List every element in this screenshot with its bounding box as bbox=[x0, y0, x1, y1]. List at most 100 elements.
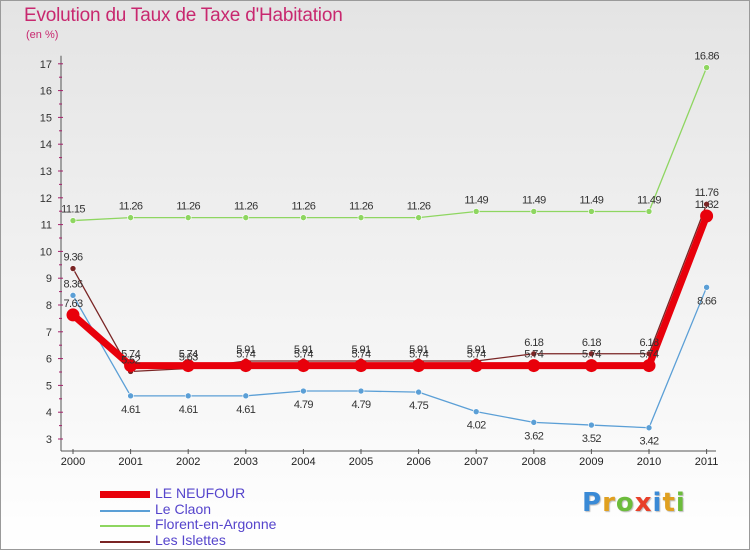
series-point-2 bbox=[242, 214, 250, 221]
data-label-2: 11.26 bbox=[176, 201, 200, 213]
series-point-0 bbox=[700, 209, 714, 223]
y-tick-label: 12 bbox=[40, 193, 52, 205]
series-point-0 bbox=[642, 359, 656, 373]
data-label-2: 11.26 bbox=[292, 201, 316, 213]
y-tick-label: 15 bbox=[40, 112, 52, 124]
data-label-0: 5.74 bbox=[582, 349, 601, 361]
y-tick-label: 7 bbox=[46, 327, 52, 339]
y-tick-label: 14 bbox=[40, 139, 52, 151]
data-label-3: 5.91 bbox=[409, 344, 428, 356]
data-label-2: 11.49 bbox=[522, 194, 546, 206]
data-label-0: 5.74 bbox=[639, 349, 658, 361]
legend-item-le-neufour: LE NEUFOUR bbox=[100, 485, 360, 502]
data-label-2: 16.86 bbox=[694, 51, 719, 63]
x-tick-label: 2004 bbox=[291, 456, 315, 468]
data-label-2: 11.26 bbox=[119, 201, 143, 213]
series-point-2 bbox=[184, 214, 192, 221]
series-point-2 bbox=[703, 64, 710, 71]
series-point-1 bbox=[69, 292, 77, 299]
data-label-0: 7.63 bbox=[63, 298, 82, 310]
y-tick-label: 5 bbox=[46, 380, 52, 392]
legend-swatch-le-claon bbox=[100, 510, 150, 512]
data-label-1: 3.52 bbox=[582, 433, 601, 445]
series-point-0 bbox=[527, 359, 541, 373]
data-label-1: 4.79 bbox=[294, 399, 313, 411]
y-tick-label: 8 bbox=[46, 300, 52, 312]
series-point-1 bbox=[588, 421, 595, 429]
x-tick-label: 2007 bbox=[464, 456, 488, 468]
series-point-1 bbox=[184, 392, 192, 400]
y-tick-label: 4 bbox=[46, 407, 52, 419]
series-point-3 bbox=[588, 350, 595, 358]
data-label-3: 11.76 bbox=[695, 187, 719, 199]
series-point-0 bbox=[469, 359, 483, 373]
data-label-1: 4.75 bbox=[409, 400, 428, 412]
series-point-0 bbox=[412, 359, 426, 373]
series-point-0 bbox=[66, 308, 80, 322]
series-point-2 bbox=[415, 214, 422, 221]
legend-swatch-les-islettes bbox=[100, 541, 150, 543]
y-tick-label: 6 bbox=[46, 354, 52, 366]
data-label-2: 11.26 bbox=[407, 201, 431, 213]
x-tick-label: 2011 bbox=[695, 456, 719, 468]
chart-title: Evolution du Taux de Taxe d'Habitation bbox=[24, 5, 343, 26]
x-tick-label: 2000 bbox=[61, 456, 85, 468]
legend-label-le-neufour: LE NEUFOUR bbox=[155, 485, 246, 501]
data-label-2: 11.15 bbox=[61, 204, 85, 216]
series-line-0 bbox=[70, 214, 710, 370]
data-label-3: 6.18 bbox=[639, 337, 658, 349]
data-label-0: 5.74 bbox=[121, 349, 140, 361]
series-point-2 bbox=[530, 208, 538, 215]
series-line-2 bbox=[72, 67, 708, 222]
series-point-0 bbox=[239, 359, 253, 373]
series-point-2 bbox=[588, 208, 595, 215]
data-label-2: 11.49 bbox=[464, 194, 488, 206]
x-tick-label: 2005 bbox=[349, 456, 373, 468]
x-tick-label: 2006 bbox=[406, 456, 430, 468]
series-point-3 bbox=[530, 350, 538, 358]
y-tick-label: 10 bbox=[40, 246, 52, 258]
legend-label-les-islettes: Les Islettes bbox=[155, 532, 226, 548]
series-point-1 bbox=[472, 408, 480, 415]
data-label-3: 5.91 bbox=[294, 344, 313, 356]
data-label-1: 3.62 bbox=[524, 430, 543, 442]
series-point-0 bbox=[181, 359, 195, 373]
data-label-3: 9.36 bbox=[63, 252, 82, 264]
legend-item-les-islettes: Les Islettes bbox=[100, 532, 360, 549]
data-label-1: 4.79 bbox=[351, 399, 370, 411]
data-label-1: 8.66 bbox=[697, 295, 716, 307]
data-label-2: 11.49 bbox=[637, 194, 661, 206]
series-point-2 bbox=[69, 217, 77, 224]
data-label-0: 5.74 bbox=[409, 349, 428, 361]
series-point-1 bbox=[415, 388, 422, 396]
series-point-2 bbox=[645, 208, 653, 215]
legend-label-florent-en-argonne: Florent-en-Argonne bbox=[155, 516, 277, 532]
x-tick-label: 2001 bbox=[118, 456, 142, 468]
legend-item-le-claon: Le Claon bbox=[100, 501, 360, 518]
data-label-3: 5.52 bbox=[121, 354, 140, 366]
series-point-1 bbox=[645, 424, 653, 432]
data-label-3: 5.63 bbox=[179, 352, 198, 364]
legend-label-le-claon: Le Claon bbox=[155, 501, 212, 517]
series-point-0 bbox=[296, 359, 310, 373]
series-point-2 bbox=[357, 214, 365, 221]
data-label-3: 5.91 bbox=[467, 344, 486, 356]
series-point-1 bbox=[127, 392, 134, 400]
y-tick-label: 11 bbox=[41, 220, 52, 232]
data-label-3: 5.91 bbox=[351, 344, 370, 356]
data-label-1: 8.36 bbox=[63, 278, 82, 290]
series-line-3 bbox=[72, 203, 708, 373]
series-point-2 bbox=[300, 214, 307, 221]
data-label-1: 3.42 bbox=[639, 436, 658, 448]
legend-swatch-le-neufour bbox=[100, 491, 150, 498]
series-point-1 bbox=[530, 419, 538, 426]
data-label-1: 4.61 bbox=[121, 404, 140, 416]
x-tick-label: 2003 bbox=[234, 456, 258, 468]
data-label-3: 6.18 bbox=[582, 337, 601, 349]
data-label-1: 4.61 bbox=[179, 404, 198, 416]
x-tick-label: 2008 bbox=[522, 456, 546, 468]
y-tick-label: 16 bbox=[40, 86, 52, 98]
y-tick-label: 9 bbox=[46, 273, 52, 285]
